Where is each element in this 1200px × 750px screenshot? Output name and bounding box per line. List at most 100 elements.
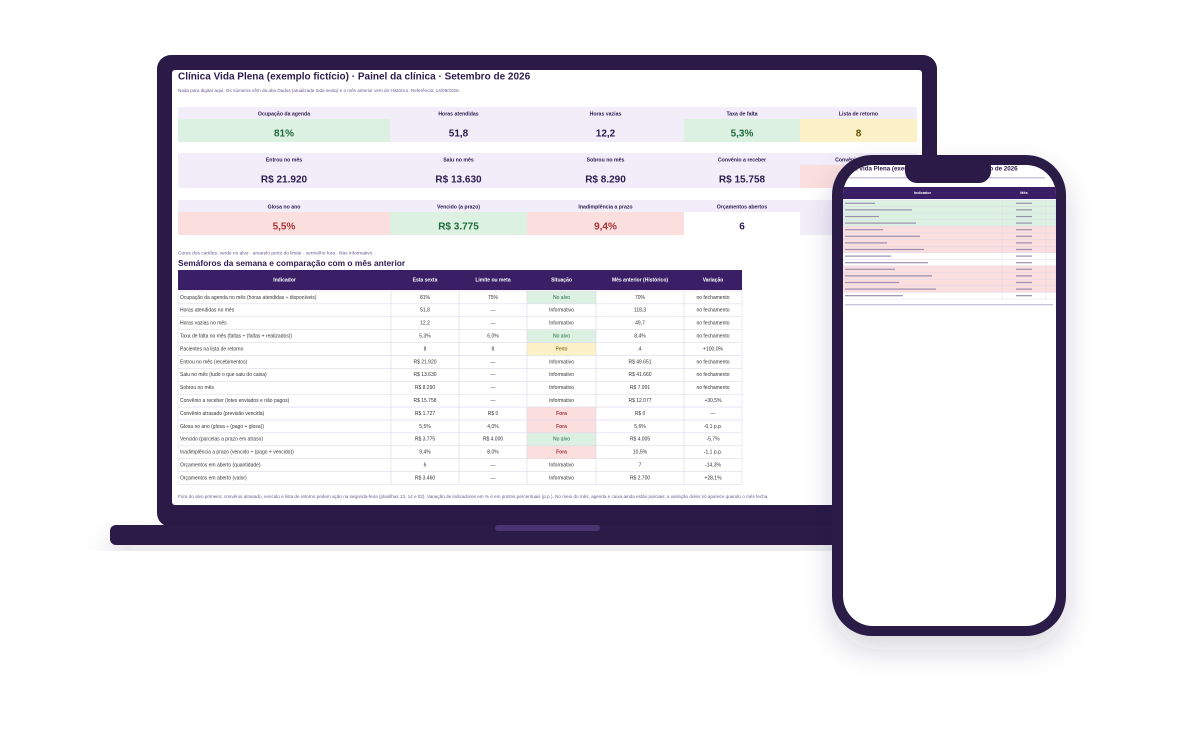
table-cell-text: R$ 15.758: [413, 398, 436, 404]
table-cell-text: R$ 41.660: [628, 372, 651, 378]
table-cell-text: -1,1 p.p.: [704, 450, 722, 456]
table-cell-text: Convênio a receber (lotes enviados e não…: [180, 398, 290, 404]
table-cell-text: Fora: [556, 424, 567, 430]
phone-content: Clínica Vida Plena (exemplo fictício) · …: [843, 166, 1056, 306]
table-cell-text: Fora: [556, 450, 567, 456]
phone-row-value: [1016, 235, 1032, 237]
kpi-value: R$ 3.775: [438, 222, 479, 233]
table-cell-text: 49,7: [635, 321, 645, 327]
phone-row-text: [845, 262, 928, 264]
table-cell-text: no fechamento: [696, 333, 729, 339]
table-cell-text: 118,3: [634, 308, 646, 314]
table-cell-text: 75%: [488, 295, 499, 301]
kpi-value-cell: [800, 119, 917, 142]
kpi-value: R$ 15.758: [719, 175, 766, 186]
table-cell-text: Informativo: [549, 321, 574, 327]
table-cell-text: R$ 49.651: [628, 359, 651, 365]
table-cell-text: Orçamentos em aberto (valor): [180, 475, 247, 481]
table-header: Indicador: [273, 277, 296, 283]
phone-row-text: [845, 288, 936, 290]
table-cell-text: R$ 4.000: [483, 437, 504, 443]
table-cell-text: 12,2: [420, 321, 430, 327]
table-cell-text: R$ 3.460: [415, 475, 436, 481]
kpi-value-cell: [684, 165, 800, 188]
kpi-value-cell: [178, 165, 390, 188]
phone-row-value: [1016, 248, 1032, 251]
table-cell-text: 8: [492, 346, 495, 352]
phone-row-text: [845, 202, 875, 204]
table-cell-text: no fechamento: [696, 308, 729, 314]
table-cell-text: Pacientes na lista de retorno: [180, 346, 244, 352]
table-cell-text: Convênio atrasado (previsão vencida): [180, 411, 265, 417]
table-cell-text: no fechamento: [696, 295, 729, 301]
table-cell-text: Ocupação da agenda no mês (horas atendid…: [180, 295, 317, 301]
phone-row-value: [1016, 242, 1032, 244]
phone-row-value: [1016, 255, 1032, 257]
kpi-value: 81%: [274, 129, 294, 140]
phone-row-value: [1016, 229, 1032, 231]
table-cell-text: -14,3%: [705, 462, 721, 468]
table-cell-text: no fechamento: [696, 372, 729, 378]
table-cell-text: 5,3%: [419, 333, 431, 339]
kpi-label: Saiu no mês: [443, 157, 474, 163]
table-cell-text: -5,7%: [706, 437, 720, 443]
table-cell-text: No alvo: [553, 437, 570, 443]
table-cell-text: -0,1 p.p.: [704, 424, 722, 430]
table-cell-text: R$ 21.920: [413, 359, 436, 365]
table-cell-text: Taxa de falta no mês (faltas ÷ (faltas +…: [180, 333, 292, 339]
phone-table-header: Mês: [1020, 191, 1027, 195]
kpi-value: 5,3%: [731, 129, 754, 140]
table-cell-text: —: [491, 359, 496, 365]
table-cell-text: R$ 0: [635, 411, 646, 417]
laptop-base: [110, 525, 950, 545]
phone-row-value: [1016, 288, 1032, 290]
table-cell-text: —: [491, 398, 496, 404]
kpi-value-cell: [178, 212, 390, 235]
table-cell: [683, 471, 743, 485]
phone-row-value: [1016, 281, 1032, 284]
laptop-content: Clínica Vida Plena (exemplo fictício) · …: [177, 72, 917, 499]
phone-row-value: [1016, 215, 1032, 218]
table-cell-text: R$ 13.630: [413, 372, 436, 378]
table-cell-text: +100,0%: [703, 346, 723, 352]
kpi-value-cell: [684, 212, 800, 235]
table-cell-text: Inadimplência a prazo (vencido ÷ (pago +…: [180, 450, 294, 456]
phone-row-text: [845, 222, 916, 224]
table-cell-text: R$ 2.700: [630, 475, 651, 481]
table-cell-text: —: [711, 411, 716, 417]
phone-row-value: [1016, 262, 1032, 264]
table-cell-text: —: [491, 372, 496, 378]
phone-row-text: [845, 215, 879, 218]
table-cell-text: No alvo: [553, 333, 570, 339]
table-cell-text: —: [491, 385, 496, 391]
kpi-value-cell: [527, 119, 684, 142]
table-cell-text: 9,4%: [419, 450, 431, 456]
phone-row-text: [845, 235, 920, 237]
kpi-label: Orçamentos abertos: [717, 204, 768, 210]
table-cell-text: —: [491, 308, 496, 314]
table-cell-text: 10,5%: [633, 450, 648, 456]
kpi-value-cell: [178, 119, 390, 142]
kpi-value-cell: [527, 165, 684, 188]
kpi-label: Entrou no mês: [266, 157, 302, 163]
table-cell-text: Informativo: [549, 462, 574, 468]
kpi-value-cell: [390, 165, 527, 188]
table-cell-text: Perto: [556, 346, 568, 352]
table-cell-text: R$ 7.991: [630, 385, 651, 391]
table-cell-text: Informativo: [549, 359, 574, 365]
kpi-label: Convênio a receber: [718, 157, 766, 163]
phone-row-text: [845, 275, 932, 277]
table-header: Limite ou meta: [475, 277, 511, 283]
table-cell-text: Fora: [556, 411, 567, 417]
table-cell-text: —: [491, 321, 496, 327]
kpi-value-cell: [390, 212, 527, 235]
table-cell-text: 7: [639, 462, 642, 468]
table-cell-text: Horas atendidas no mês: [180, 308, 235, 314]
table-header: Mês anterior (Histórico): [612, 277, 668, 283]
table-cell-text: 4,0%: [487, 424, 499, 430]
kpi-label: Lista de retorno: [839, 111, 878, 117]
phone-row-text: [845, 209, 912, 211]
table-cell-text: Informativo: [549, 308, 574, 314]
